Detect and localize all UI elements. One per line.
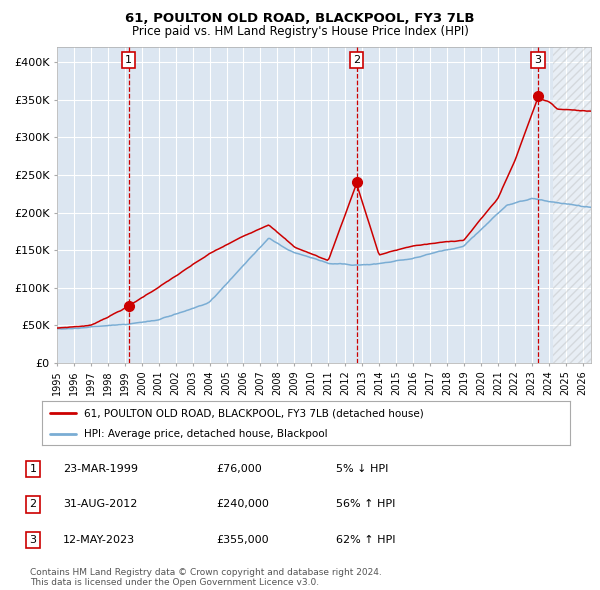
Text: HPI: Average price, detached house, Blackpool: HPI: Average price, detached house, Blac… — [84, 428, 328, 438]
Text: 3: 3 — [535, 55, 541, 65]
Text: Contains HM Land Registry data © Crown copyright and database right 2024.
This d: Contains HM Land Registry data © Crown c… — [30, 568, 382, 587]
Text: £76,000: £76,000 — [216, 464, 262, 474]
Text: 1: 1 — [29, 464, 37, 474]
Text: 2: 2 — [29, 500, 37, 509]
Text: 62% ↑ HPI: 62% ↑ HPI — [336, 535, 395, 545]
Text: 61, POULTON OLD ROAD, BLACKPOOL, FY3 7LB (detached house): 61, POULTON OLD ROAD, BLACKPOOL, FY3 7LB… — [84, 408, 424, 418]
Text: Price paid vs. HM Land Registry's House Price Index (HPI): Price paid vs. HM Land Registry's House … — [131, 25, 469, 38]
Text: £355,000: £355,000 — [216, 535, 269, 545]
Text: 1: 1 — [125, 55, 132, 65]
Text: 61, POULTON OLD ROAD, BLACKPOOL, FY3 7LB: 61, POULTON OLD ROAD, BLACKPOOL, FY3 7LB — [125, 12, 475, 25]
Text: 2: 2 — [353, 55, 360, 65]
Text: 12-MAY-2023: 12-MAY-2023 — [63, 535, 135, 545]
Text: 56% ↑ HPI: 56% ↑ HPI — [336, 500, 395, 509]
Text: £240,000: £240,000 — [216, 500, 269, 509]
Text: 5% ↓ HPI: 5% ↓ HPI — [336, 464, 388, 474]
Text: 3: 3 — [29, 535, 37, 545]
Bar — [553, 47, 591, 363]
Text: 23-MAR-1999: 23-MAR-1999 — [63, 464, 138, 474]
Text: 31-AUG-2012: 31-AUG-2012 — [63, 500, 137, 509]
